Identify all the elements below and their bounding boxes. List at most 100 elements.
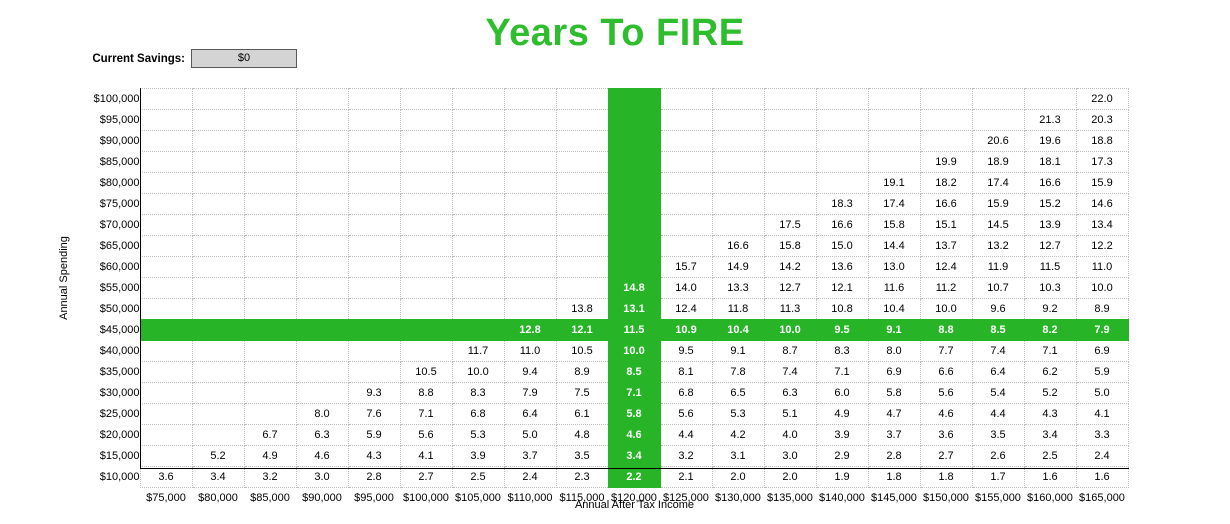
table-cell[interactable] [295, 151, 349, 173]
table-cell[interactable]: 10.0 [763, 319, 817, 341]
table-cell[interactable]: 13.4 [1075, 214, 1129, 236]
table-cell[interactable] [347, 109, 401, 131]
table-cell[interactable] [815, 151, 869, 173]
table-cell[interactable]: 20.3 [1075, 109, 1129, 131]
table-cell[interactable]: 13.0 [867, 256, 921, 278]
table-cell[interactable]: 8.0 [867, 340, 921, 362]
table-cell[interactable] [139, 361, 193, 383]
table-cell[interactable]: 20.6 [971, 130, 1025, 152]
table-cell[interactable]: 2.9 [815, 445, 869, 467]
table-cell[interactable] [243, 193, 297, 215]
table-cell[interactable]: 8.8 [399, 382, 453, 404]
table-cell[interactable] [399, 235, 453, 257]
table-cell[interactable]: 9.4 [503, 361, 557, 383]
table-cell[interactable]: 6.9 [867, 361, 921, 383]
table-cell[interactable]: 3.2 [659, 445, 713, 467]
table-cell[interactable] [399, 130, 453, 152]
table-cell[interactable]: 11.2 [919, 277, 973, 299]
table-cell[interactable] [399, 193, 453, 215]
table-cell[interactable]: 10.7 [971, 277, 1025, 299]
table-cell[interactable]: 4.9 [243, 445, 297, 467]
table-cell[interactable]: 9.5 [815, 319, 869, 341]
table-cell[interactable] [659, 193, 713, 215]
table-cell[interactable]: 13.1 [607, 298, 661, 320]
table-cell[interactable]: 12.4 [919, 256, 973, 278]
table-cell[interactable]: 11.7 [451, 340, 505, 362]
table-cell[interactable]: 12.7 [763, 277, 817, 299]
table-cell[interactable]: 3.5 [971, 424, 1025, 446]
table-cell[interactable]: 7.1 [815, 361, 869, 383]
table-cell[interactable]: 10.8 [815, 298, 869, 320]
current-savings-input[interactable]: $0 [191, 49, 297, 68]
table-cell[interactable]: 6.0 [815, 382, 869, 404]
table-cell[interactable] [347, 256, 401, 278]
table-cell[interactable] [191, 424, 245, 446]
table-cell[interactable] [555, 235, 609, 257]
table-cell[interactable] [139, 298, 193, 320]
table-cell[interactable] [503, 298, 557, 320]
table-cell[interactable] [399, 319, 453, 341]
table-cell[interactable]: 5.3 [711, 403, 765, 425]
table-cell[interactable]: 18.9 [971, 151, 1025, 173]
table-cell[interactable] [451, 214, 505, 236]
table-cell[interactable]: 10.4 [711, 319, 765, 341]
table-cell[interactable]: 3.4 [1023, 424, 1077, 446]
table-cell[interactable]: 6.6 [919, 361, 973, 383]
table-cell[interactable] [503, 172, 557, 194]
table-cell[interactable]: 5.6 [659, 403, 713, 425]
table-cell[interactable]: 9.2 [1023, 298, 1077, 320]
table-cell[interactable] [347, 151, 401, 173]
table-cell[interactable]: 5.0 [503, 424, 557, 446]
table-cell[interactable] [607, 151, 661, 173]
table-cell[interactable]: 4.6 [607, 424, 661, 446]
table-cell[interactable]: 16.6 [711, 235, 765, 257]
table-cell[interactable] [659, 214, 713, 236]
table-cell[interactable]: 16.6 [919, 193, 973, 215]
table-cell[interactable]: 14.2 [763, 256, 817, 278]
table-cell[interactable]: 2.4 [1075, 445, 1129, 467]
table-cell[interactable] [971, 88, 1025, 110]
table-cell[interactable] [243, 109, 297, 131]
table-cell[interactable]: 17.5 [763, 214, 817, 236]
table-cell[interactable] [555, 88, 609, 110]
table-cell[interactable]: 3.6 [139, 466, 193, 488]
table-cell[interactable] [763, 88, 817, 110]
table-cell[interactable] [347, 361, 401, 383]
table-cell[interactable] [191, 403, 245, 425]
table-cell[interactable]: 5.3 [451, 424, 505, 446]
table-cell[interactable] [191, 193, 245, 215]
table-cell[interactable]: 10.0 [607, 340, 661, 362]
table-cell[interactable] [867, 151, 921, 173]
table-cell[interactable]: 2.1 [659, 466, 713, 488]
table-cell[interactable]: 8.1 [659, 361, 713, 383]
table-cell[interactable] [555, 172, 609, 194]
table-cell[interactable] [399, 256, 453, 278]
table-cell[interactable]: 15.0 [815, 235, 869, 257]
table-cell[interactable] [243, 277, 297, 299]
table-cell[interactable] [399, 172, 453, 194]
table-cell[interactable]: 17.3 [1075, 151, 1129, 173]
table-cell[interactable] [399, 151, 453, 173]
table-cell[interactable]: 9.3 [347, 382, 401, 404]
table-cell[interactable] [451, 151, 505, 173]
table-cell[interactable] [763, 151, 817, 173]
table-cell[interactable]: 14.8 [607, 277, 661, 299]
table-cell[interactable]: 6.3 [295, 424, 349, 446]
table-cell[interactable] [243, 361, 297, 383]
table-cell[interactable] [243, 340, 297, 362]
table-cell[interactable]: 10.5 [399, 361, 453, 383]
table-cell[interactable] [711, 88, 765, 110]
table-cell[interactable]: 3.9 [815, 424, 869, 446]
table-cell[interactable] [295, 109, 349, 131]
table-cell[interactable]: 4.0 [763, 424, 817, 446]
table-cell[interactable] [659, 151, 713, 173]
table-cell[interactable] [139, 235, 193, 257]
table-cell[interactable] [763, 172, 817, 194]
table-cell[interactable] [399, 88, 453, 110]
table-cell[interactable]: 1.6 [1075, 466, 1129, 488]
table-cell[interactable]: 3.5 [555, 445, 609, 467]
table-cell[interactable]: 6.8 [451, 403, 505, 425]
table-cell[interactable]: 10.3 [1023, 277, 1077, 299]
table-cell[interactable] [347, 298, 401, 320]
table-cell[interactable]: 12.1 [555, 319, 609, 341]
